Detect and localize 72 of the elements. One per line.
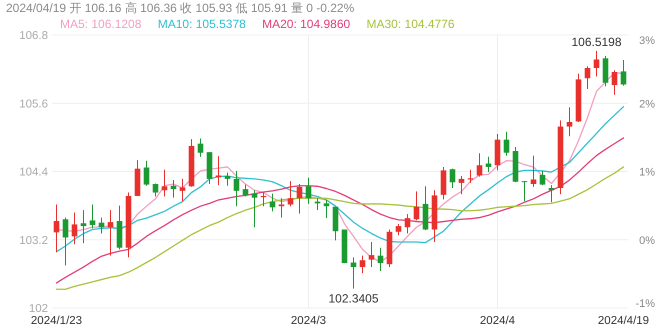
- candlestick: [458, 176, 464, 195]
- candlestick: [612, 70, 618, 96]
- x-tick-label: 2024/1/23: [30, 315, 82, 327]
- text: MA30: 104.4776: [366, 17, 455, 31]
- candlestick: [144, 160, 150, 186]
- candlestick: [54, 204, 60, 253]
- candlestick: [170, 180, 176, 198]
- candlestick: [72, 212, 78, 245]
- y2-tick-label: -1%: [635, 298, 656, 310]
- y-tick-label: 102: [28, 303, 48, 315]
- candlestick: [522, 180, 528, 202]
- candlestick: [468, 169, 474, 184]
- text: MA20: 104.9860: [262, 17, 351, 31]
- candlestick: [278, 198, 284, 218]
- candlestick: [62, 217, 68, 266]
- candlestick: [242, 184, 248, 198]
- y-tick-label: 106.8: [19, 30, 48, 42]
- y-tick-label: 103.2: [19, 234, 48, 247]
- line-series: [56, 137, 624, 284]
- candlestick: [98, 217, 104, 234]
- candlestick: [504, 131, 510, 156]
- y-tick-label: 105.6: [19, 98, 48, 110]
- line-series: [56, 166, 624, 290]
- candlestick: [584, 66, 590, 90]
- y2-tick-label: 1%: [639, 166, 656, 178]
- candlestick: [90, 204, 96, 229]
- candlestick: [224, 172, 230, 186]
- candlestick: [296, 184, 302, 214]
- y2-tick-label: 2%: [639, 98, 656, 110]
- candlestick: [530, 155, 536, 188]
- candlestick: [476, 152, 482, 178]
- candlestick: [260, 192, 266, 207]
- candlestick: [324, 199, 330, 219]
- text: 2024/04/19 开 106.16 高 106.36 收 105.93 低 105.91 量 0 -0.22%: [6, 1, 355, 15]
- candlestick: [548, 184, 554, 203]
- candlestick: [180, 178, 186, 202]
- candlestick: [252, 190, 258, 228]
- candlestick: [360, 255, 366, 274]
- candlestick: [198, 138, 204, 158]
- candlestick: [270, 193, 276, 212]
- text: MA10: 105.5378: [158, 17, 246, 31]
- y2-tick-label: 3%: [639, 35, 656, 47]
- candlestick: [594, 50, 600, 78]
- candlestick: [80, 210, 86, 244]
- candlestick: [108, 210, 114, 256]
- annotation: 102.3405: [328, 292, 379, 306]
- candlestick: [404, 214, 410, 234]
- x-tick-label: 2024/4: [480, 315, 516, 327]
- candlestick: [414, 190, 420, 221]
- y-tick-label: 104.4: [19, 166, 49, 178]
- line-series: [56, 106, 624, 252]
- candlestick: [306, 177, 312, 204]
- candlestick: [566, 106, 572, 137]
- candlestick: [234, 170, 240, 207]
- x-tick-label: 2024/3: [290, 315, 326, 327]
- candlestick: [368, 242, 374, 268]
- candlestick: [216, 156, 222, 186]
- candlestick: [620, 60, 626, 86]
- candlestick: [152, 182, 158, 198]
- candlestick: [540, 170, 546, 186]
- y2-tick-label: 0%: [639, 234, 656, 247]
- candlestick: [450, 168, 456, 188]
- text: MA5: 106.1208: [60, 17, 142, 31]
- candlestick: [486, 156, 492, 173]
- candlestick: [288, 180, 294, 207]
- candlestick: [350, 256, 356, 290]
- annotation: 106.5198: [571, 34, 622, 49]
- candlestick: [162, 169, 168, 198]
- candlestick: [396, 223, 402, 236]
- candlestick: [378, 247, 384, 272]
- candlestick: [314, 198, 320, 211]
- x-tick-label: 2024/4/19: [598, 315, 650, 327]
